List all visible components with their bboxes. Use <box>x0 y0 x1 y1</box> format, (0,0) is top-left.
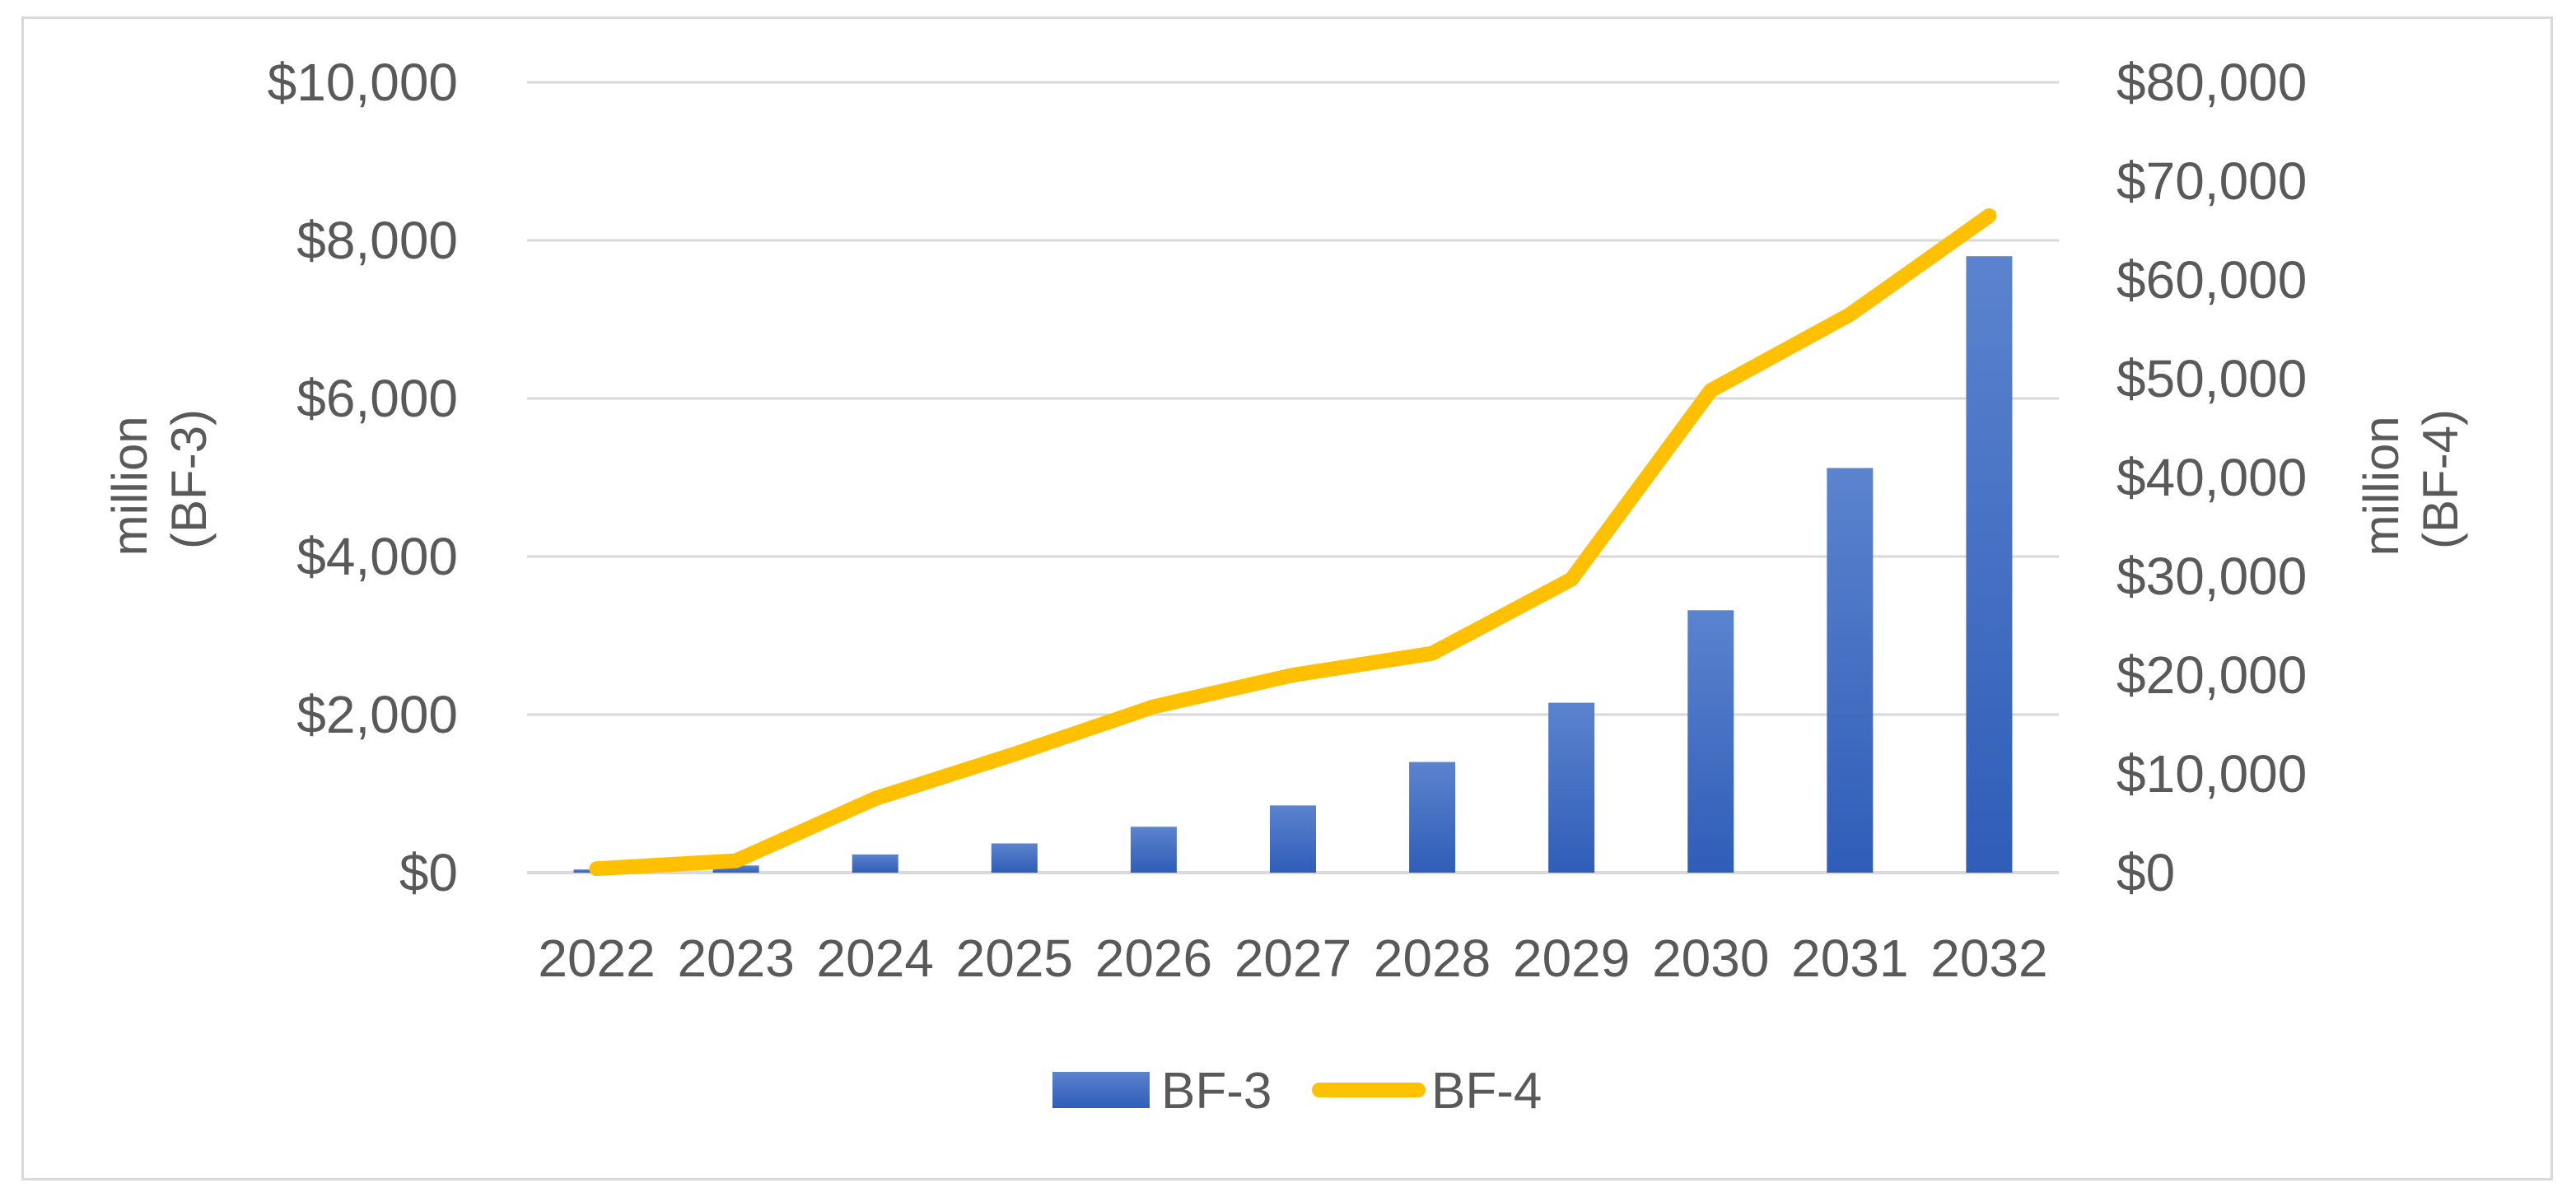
right-axis-title-line-2: (BF-4) <box>2413 409 2468 549</box>
bar-bf3-2023 <box>712 865 759 873</box>
bar-bf3-2032 <box>1966 256 2013 873</box>
bar-bf3-2029 <box>1548 702 1595 873</box>
bar-bf3-2027 <box>1270 805 1316 873</box>
bar-bf3-2030 <box>1687 610 1734 873</box>
right-axis-ticks: $0 $10,000 $20,000 $30,000 $40,000 $50,000 $60… <box>2116 53 2307 902</box>
right-axis-title: million (BF-4) <box>2354 403 2468 557</box>
x-tick-label: 2026 <box>1095 929 1212 988</box>
bf4-line <box>589 208 1997 877</box>
left-axis-title-line-1: million <box>102 416 157 556</box>
x-tick-label: 2028 <box>1374 929 1491 988</box>
right-tick-label: $40,000 <box>2116 448 2307 507</box>
legend-bf3-label: BF-3 <box>1161 1063 1272 1120</box>
bar-bf3-2025 <box>991 843 1038 873</box>
x-tick-label: 2030 <box>1652 929 1769 988</box>
legend-bf4-label: BF-4 <box>1431 1063 1542 1120</box>
bar-bf3-2026 <box>1130 827 1177 873</box>
left-tick-label: $8,000 <box>296 211 458 270</box>
bar-bf3-2031 <box>1827 468 1874 873</box>
x-tick-label: 2029 <box>1513 929 1630 988</box>
left-axis-title-line-2: (BF-3) <box>161 409 217 549</box>
x-tick-label: 2022 <box>538 929 655 988</box>
line-bf4 <box>589 208 1997 877</box>
left-tick-label: $2,000 <box>296 685 458 744</box>
right-tick-label: $30,000 <box>2116 547 2307 606</box>
right-tick-label: $50,000 <box>2116 349 2307 408</box>
right-tick-label: $0 <box>2116 843 2175 902</box>
x-tick-label: 2024 <box>817 929 934 988</box>
bf3-bars <box>573 256 2013 873</box>
chart-frame <box>21 16 2553 1181</box>
legend: BF-3 BF-4 <box>1052 1063 1542 1120</box>
right-tick-label: $10,000 <box>2116 744 2307 803</box>
x-tick-label: 2027 <box>1234 929 1351 988</box>
right-tick-label: $70,000 <box>2116 151 2307 211</box>
right-tick-label: $60,000 <box>2116 250 2307 310</box>
right-tick-label: $80,000 <box>2116 53 2307 112</box>
x-axis-ticks: 2022 2023 2024 2025 2026 2027 2028 2029 2030 2031… <box>538 929 2047 988</box>
bar-bf3-2028 <box>1409 762 1456 873</box>
right-tick-label: $20,000 <box>2116 645 2307 705</box>
x-tick-label: 2025 <box>956 929 1073 988</box>
left-tick-label: $10,000 <box>268 53 458 112</box>
left-tick-label: $4,000 <box>296 527 458 586</box>
x-tick-label: 2023 <box>677 929 794 988</box>
left-tick-label: $6,000 <box>296 369 458 428</box>
gridlines <box>527 81 2059 874</box>
x-tick-label: 2032 <box>1930 929 2047 988</box>
legend-bf3-swatch <box>1052 1072 1150 1108</box>
right-axis-title-line-1: million <box>2354 416 2409 556</box>
left-tick-label: $0 <box>399 843 458 902</box>
left-axis-ticks: $0 $2,000 $4,000 $6,000 $8,000 $10,000 <box>268 53 458 902</box>
x-tick-label: 2031 <box>1791 929 1908 988</box>
left-axis-title: million (BF-3) <box>102 403 217 557</box>
bar-bf3-2024 <box>852 854 898 873</box>
